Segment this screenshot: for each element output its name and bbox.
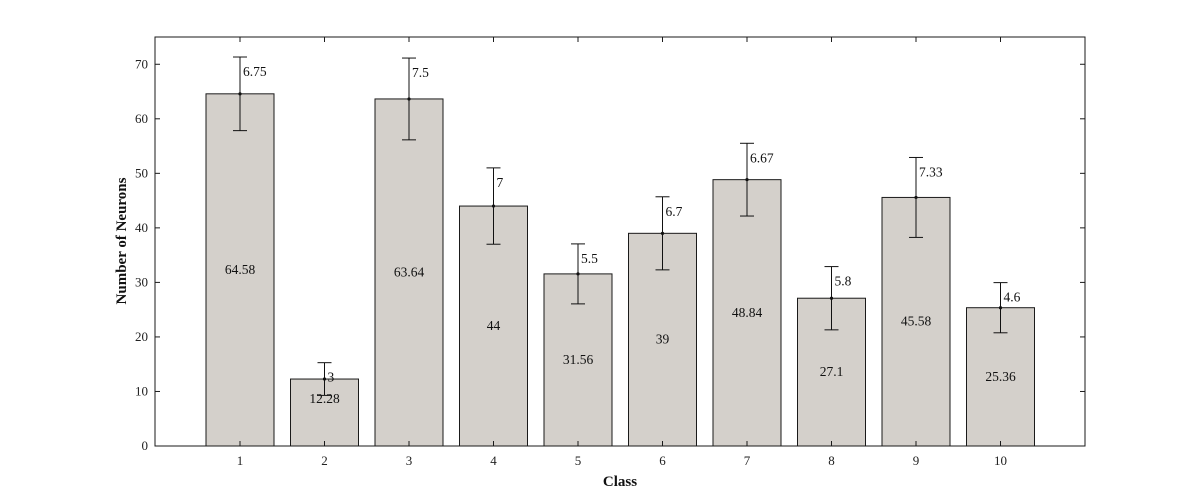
error-label: 6.75	[243, 64, 267, 79]
mean-marker	[491, 204, 496, 208]
y-tick-label: 30	[135, 274, 148, 289]
mean-marker	[238, 92, 242, 96]
x-tick-label: 8	[828, 453, 835, 468]
mean-marker	[576, 272, 580, 276]
mean-marker	[407, 97, 411, 101]
x-tick-label: 5	[575, 453, 582, 468]
y-tick-label: 40	[135, 220, 148, 235]
x-tick-label: 2	[321, 453, 328, 468]
bar-value-label: 39	[656, 332, 670, 347]
error-label: 6.7	[666, 204, 683, 219]
plot-frame	[154, 36, 1086, 447]
y-axis: 0 10 20 30 40 50 60 70	[135, 56, 1085, 453]
bar-value-label: 45.58	[901, 314, 932, 329]
x-tick-label: 3	[406, 453, 413, 468]
y-tick-label: 0	[142, 438, 149, 453]
bar-value-label: 64.58	[225, 262, 256, 277]
bar-value-label: 44	[487, 318, 501, 333]
bar-value-label: 27.1	[820, 364, 844, 379]
x-axis-title: Class	[603, 474, 637, 490]
y-tick-label: 10	[135, 383, 148, 398]
y-tick-label: 50	[135, 165, 148, 180]
error-label: 6.67	[750, 150, 774, 165]
y-axis-title: Number of Neurons	[114, 177, 130, 304]
error-label: 3	[328, 370, 335, 385]
bar	[459, 205, 528, 447]
error-label: 7.33	[919, 164, 943, 179]
x-tick-label: 7	[744, 453, 751, 468]
x-axis: 1 2 3 4 5 6 7 8 9 10	[237, 37, 1007, 468]
mean-marker	[829, 296, 834, 300]
mean-marker	[745, 178, 749, 182]
x-tick-label: 9	[913, 453, 920, 468]
bar-value-label: 31.56	[563, 352, 594, 367]
x-tick-label: 4	[490, 453, 497, 468]
y-tick-label: 60	[135, 111, 148, 126]
bar-value-label: 25.36	[985, 369, 1016, 384]
x-tick-label: 1	[237, 453, 244, 468]
mean-marker	[322, 377, 327, 381]
labels-layer: 6.75 64.58 3 12.28 7.5 63.64 7 44 5.5 31.56 6.7 39 6…	[225, 64, 1021, 406]
mean-marker	[998, 306, 1003, 310]
bar-value-label: 48.84	[732, 305, 763, 320]
mean-marker	[660, 231, 665, 235]
error-label: 7.5	[412, 65, 429, 80]
error-label: 7	[497, 175, 504, 190]
error-label: 4.6	[1004, 290, 1021, 305]
x-tick-label: 6	[659, 453, 666, 468]
error-label: 5.5	[581, 251, 598, 266]
y-tick-label: 70	[135, 56, 148, 71]
y-tick-label: 20	[135, 329, 148, 344]
bar	[205, 93, 275, 447]
bar-value-label: 12.28	[309, 391, 340, 406]
x-tick-label: 10	[994, 453, 1007, 468]
error-bars-layer	[233, 56, 1008, 396]
mean-marker	[914, 195, 918, 200]
bar-value-label: 63.64	[394, 264, 425, 279]
error-label: 5.8	[835, 274, 852, 289]
